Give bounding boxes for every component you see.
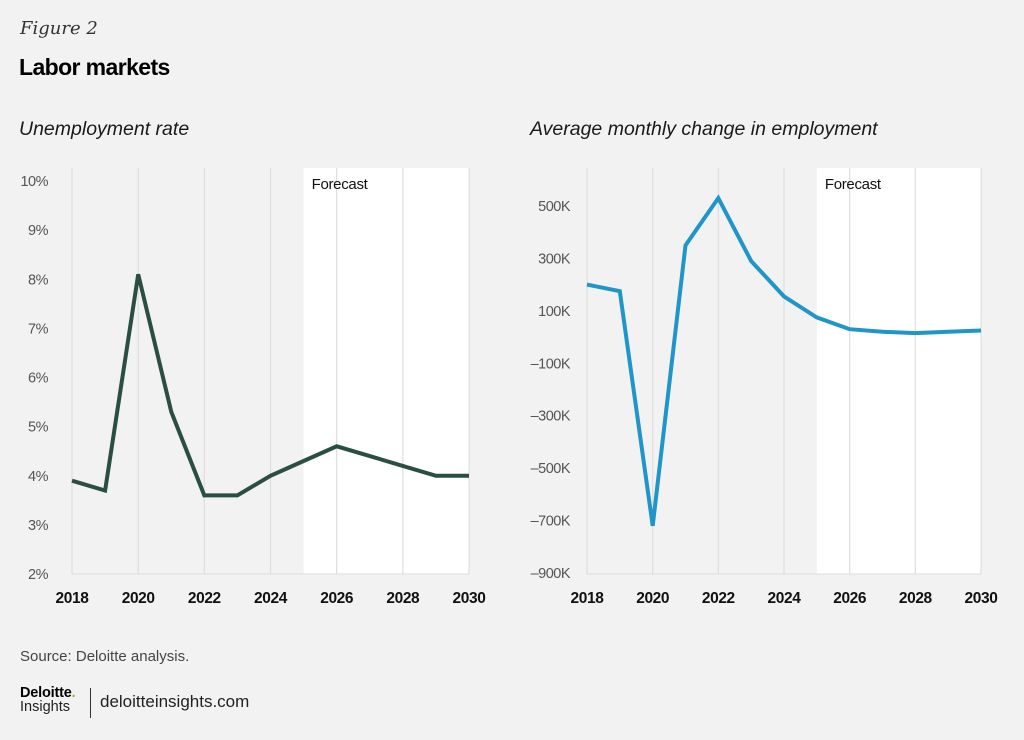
site-link[interactable]: deloitteinsights.com	[100, 692, 250, 711]
right-x-tick-label: 2018	[571, 590, 605, 607]
left-x-tick-label: 2030	[453, 590, 486, 607]
left-y-tick-label: 5%	[28, 420, 49, 436]
left-y-tick-label: 4%	[28, 469, 49, 485]
left-y-tick-label: 2%	[28, 567, 49, 583]
left-y-tick-label: 9%	[28, 223, 49, 239]
left-x-tick-label: 2022	[188, 590, 221, 607]
right-forecast-label: Forecast	[825, 176, 882, 193]
left-x-tick-label: 2026	[320, 590, 354, 607]
left-y-tick-label: 7%	[28, 321, 49, 337]
right-y-tick-label: 300K	[538, 251, 571, 267]
logo-wordmark: Deloitte.	[20, 685, 76, 701]
right-x-tick-label: 2024	[768, 590, 802, 607]
source-note: Source: Deloitte analysis.	[20, 648, 190, 665]
left-y-tick-label: 3%	[28, 518, 49, 534]
figure-title: Labor markets	[19, 54, 170, 80]
right-x-tick-label: 2028	[899, 590, 933, 607]
left-y-tick-label: 10%	[20, 174, 48, 190]
logo-dot: .	[71, 685, 76, 701]
left-y-tick-label: 8%	[28, 272, 49, 288]
figure-label: Figure 2	[20, 18, 98, 39]
left-x-tick-label: 2018	[56, 590, 90, 607]
right-y-tick-label: 100K	[538, 304, 571, 320]
left-y-tick-label: 6%	[28, 371, 49, 387]
logo-name: Deloitte	[20, 685, 72, 701]
right-x-tick-label: 2026	[833, 590, 867, 607]
right-y-tick-label: –700K	[531, 514, 571, 530]
right-y-tick-label: 500K	[538, 199, 571, 215]
right-y-tick-label: –500K	[531, 461, 571, 477]
left-forecast-label: Forecast	[312, 176, 369, 193]
left-series-line	[71, 273, 469, 498]
right-x-tick-label: 2030	[965, 590, 998, 607]
right-x-tick-label: 2022	[702, 590, 735, 607]
left-chart-title: Unemployment rate	[19, 118, 190, 140]
right-series-line	[586, 194, 982, 527]
left-x-tick-label: 2028	[386, 590, 420, 607]
left-forecast-band	[303, 168, 469, 574]
right-y-tick-label: –300K	[531, 409, 571, 425]
footer-divider	[90, 688, 91, 718]
logo-subtitle: Insights	[20, 699, 70, 715]
left-x-tick-label: 2024	[254, 590, 288, 607]
right-x-tick-label: 2020	[636, 590, 669, 607]
right-y-tick-label: –100K	[531, 356, 571, 372]
right-chart-title: Average monthly change in employment	[530, 118, 878, 140]
right-y-tick-label: –900K	[531, 566, 571, 582]
deloitte-insights-logo: Deloitte. Insights	[20, 685, 76, 715]
right-forecast-band	[816, 168, 981, 574]
left-x-tick-label: 2020	[122, 590, 155, 607]
